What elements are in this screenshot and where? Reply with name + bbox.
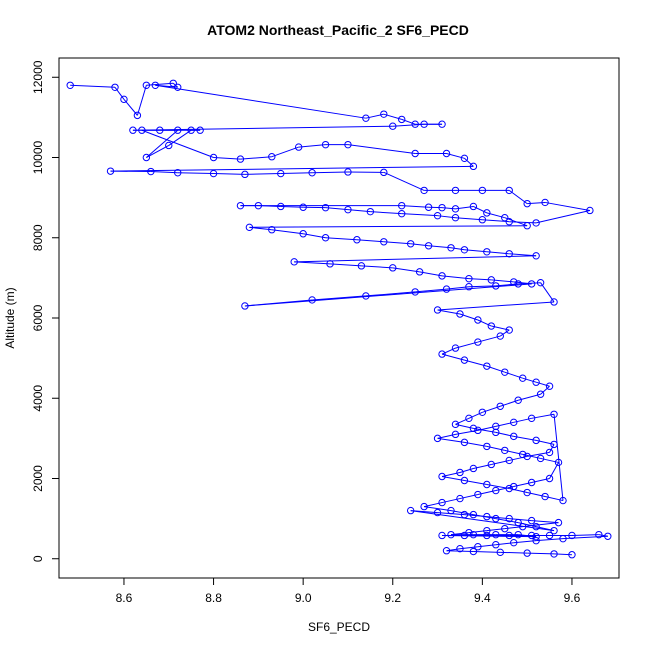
series-segment [447,551,474,552]
x-axis: 8.6 8.8 9.0 9.2 9.4 9.6 [116,578,581,605]
x-tick-label: 8.6 [116,591,133,605]
series-segment [527,553,554,554]
series-segment [361,266,392,268]
series-segment [357,240,384,242]
series-segment [146,83,173,85]
series-segment [245,300,312,306]
x-axis-label: SF6_PECD [308,620,370,634]
data-point [439,351,445,357]
chart-title: ATOM2 Northeast_Pacific_2 SF6_PECD [207,22,469,38]
series-segment [500,552,527,553]
y-axis: 0 2000 4000 6000 8000 10000 12000 [31,60,59,562]
y-axis-label: Altitude (m) [3,287,17,348]
series-segment [272,147,299,157]
series-segment [473,206,486,212]
series-segment [151,172,178,173]
y-tick-label: 4000 [31,385,45,412]
series-segment [178,173,214,174]
series-segment [142,130,214,157]
series-segment [146,130,177,157]
series-segment [294,262,330,264]
series-segment [137,85,146,115]
y-tick-label: 12000 [31,60,45,94]
series-segment [393,124,424,126]
series-segment [424,507,451,511]
series-segment [326,238,357,240]
x-tick-label: 9.2 [384,591,401,605]
x-tick-label: 8.8 [205,591,222,605]
series-segment [330,264,361,266]
series-segment [509,222,536,223]
series-segment [442,276,469,279]
series-segment [133,126,393,130]
series-segment [532,521,559,523]
series-segment [155,85,366,118]
series-segment [402,206,429,208]
series-segment [299,145,326,147]
series-segment [541,386,550,394]
series-segment [312,172,348,173]
series-segment [214,174,245,175]
x-tick-label: 9.0 [295,591,312,605]
series-segment [249,226,527,228]
series-segment [384,242,411,244]
y-tick-label: 10000 [31,140,45,174]
y-tick-label: 0 [31,555,45,562]
series-segment [451,248,464,250]
series-segment [272,230,303,234]
x-tick-label: 9.6 [564,591,581,605]
series-segment [370,212,401,214]
series-segment [442,208,455,209]
series-segment [393,268,420,272]
series-segment [214,158,241,160]
series-segment [438,438,465,442]
series-segment [348,145,415,154]
y-tick-label: 2000 [31,465,45,492]
series-segment [111,166,474,171]
series-segment [554,414,563,500]
series-segment [245,284,532,306]
series-segment [473,552,500,553]
series-segment [384,172,424,190]
series-segment [455,218,482,220]
y-tick-label: 8000 [31,224,45,251]
series-segment [402,214,438,216]
series-segment [70,85,115,87]
plot-frame [59,58,619,578]
series-segment [312,296,366,300]
series-segment [240,157,271,159]
series-segment [464,158,473,166]
series-segment [572,535,599,536]
series-segment [438,302,554,310]
series-segment [545,202,590,210]
data-series [67,80,611,558]
series-segment [281,173,312,174]
series-segment [245,174,281,175]
series-segment [550,444,554,452]
series-segment [115,87,124,99]
series-segment [536,210,590,222]
x-tick-label: 9.4 [474,591,491,605]
y-tick-label: 6000 [31,304,45,331]
